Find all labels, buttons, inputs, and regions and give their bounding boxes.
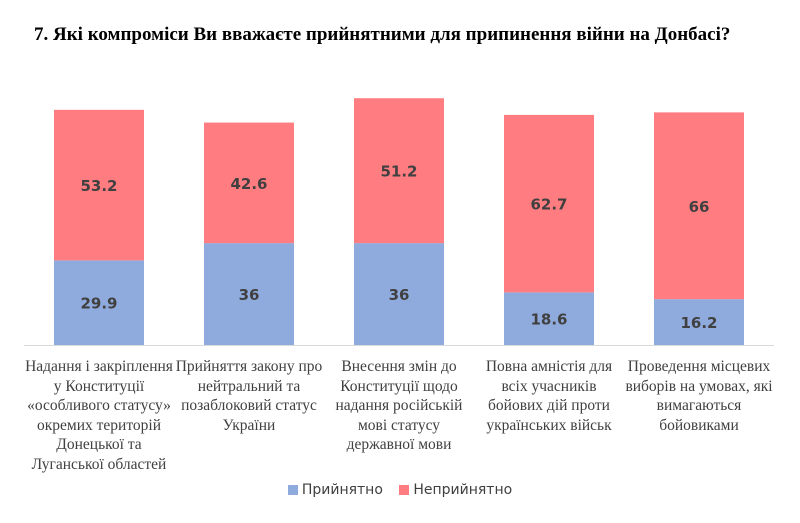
- data-label: 29.9: [80, 295, 117, 313]
- legend-label: Прийнятно: [301, 482, 383, 498]
- bar-unacceptable: [654, 112, 744, 300]
- data-label: 62.7: [530, 196, 567, 214]
- legend: Прийнятно Неприйнятно: [0, 482, 800, 499]
- legend-item-acceptable: Прийнятно: [287, 482, 383, 498]
- bar-acceptable: [204, 243, 294, 345]
- chart-title: 7. Які компроміси Ви вважаєте прийнятним…: [34, 24, 731, 45]
- data-label: 36: [239, 286, 260, 304]
- data-label: 51.2: [380, 163, 417, 181]
- data-label: 16.2: [680, 314, 717, 332]
- bar-acceptable: [54, 260, 144, 345]
- bar-unacceptable: [504, 114, 594, 293]
- category-label: Надання і закріплення у Конституції «осо…: [25, 358, 173, 473]
- bar-unacceptable: [204, 122, 294, 244]
- data-label: 36: [389, 286, 410, 304]
- category-label: Внесення змін до Конституції щодо наданн…: [335, 358, 463, 453]
- legend-item-unacceptable: Неприйнятно: [399, 482, 512, 498]
- data-label: 42.6: [230, 175, 267, 193]
- bar-unacceptable: [54, 109, 144, 261]
- category-label: Проведення місцевих виборів на умовах, я…: [625, 358, 773, 434]
- legend-label: Неприйнятно: [413, 482, 513, 498]
- bar-unacceptable: [354, 98, 444, 244]
- legend-swatch: [399, 485, 410, 495]
- data-label: 53.2: [80, 177, 117, 195]
- legend-swatch: [287, 485, 298, 495]
- data-label: 18.6: [530, 311, 567, 329]
- bar-acceptable: [504, 292, 594, 345]
- bar-acceptable: [354, 243, 444, 345]
- category-label: Повна амністія для всіх учасників бойови…: [485, 358, 613, 434]
- data-label: 66: [689, 198, 710, 216]
- bar-acceptable: [654, 299, 744, 345]
- category-label: Прийняття закону про нейтральний та поза…: [175, 358, 323, 434]
